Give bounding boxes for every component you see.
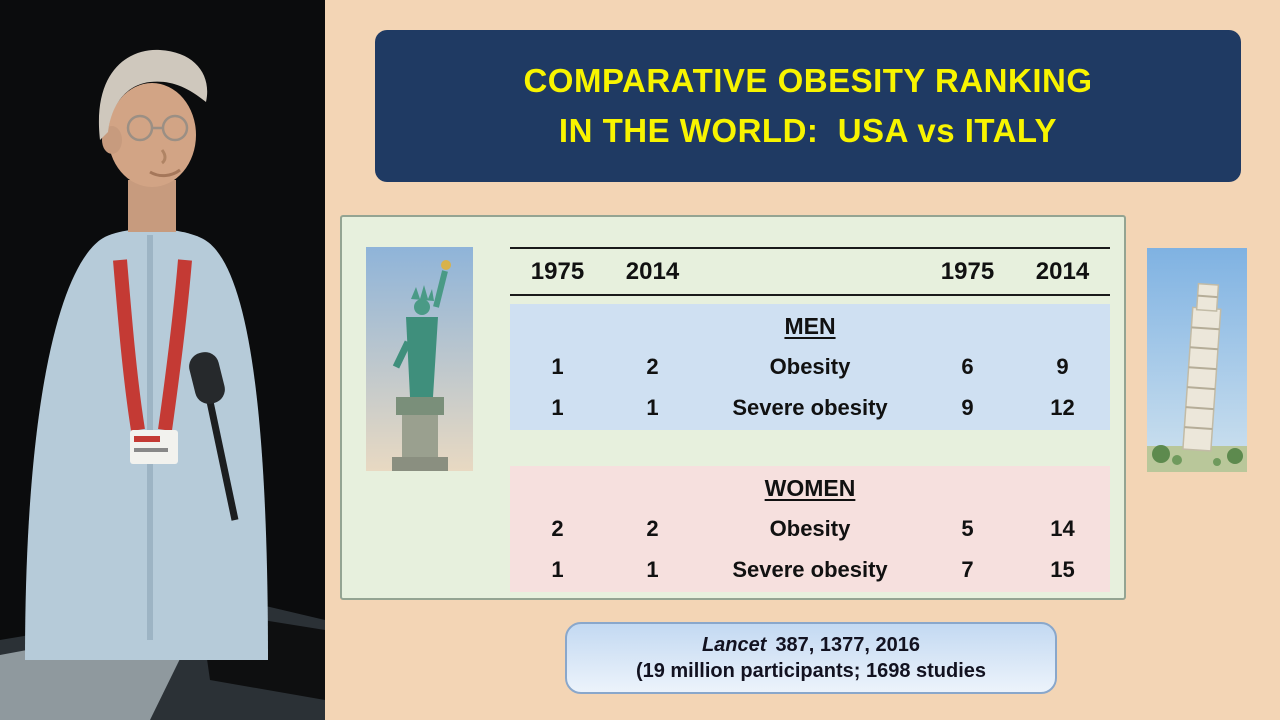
men-obesity-italy-1975: 6	[961, 353, 974, 379]
men-severe-usa-1975: 1	[551, 394, 564, 420]
slide-title-line2: IN THE WORLD: USA vs ITALY	[558, 112, 1058, 149]
men-obesity-usa-2014: 2	[646, 353, 659, 379]
women-section-label: WOMEN	[764, 475, 856, 501]
women-severe-category: Severe obesity	[732, 556, 888, 582]
table-content: 1975 2014 1975 2014 MEN 1 2 Obesity 6 9	[510, 247, 1110, 592]
men-obesity-category: Obesity	[769, 353, 851, 379]
presentation-slide: COMPARATIVE OBESITY RANKING IN THE WORLD…	[325, 0, 1280, 720]
slide-title-box: COMPARATIVE OBESITY RANKING IN THE WORLD…	[375, 30, 1241, 182]
men-severe-italy-2014: 12	[1050, 394, 1075, 420]
women-severe-usa-2014: 1	[646, 556, 659, 582]
women-obesity-category: Obesity	[769, 515, 851, 541]
table-row: 1 2 Obesity 6 9	[510, 346, 1110, 387]
men-severe-category: Severe obesity	[732, 394, 888, 420]
women-severe-italy-1975: 7	[961, 556, 974, 582]
men-obesity-usa-1975: 1	[551, 353, 564, 379]
citation-line1: Lancet 387, 1377, 2016	[702, 632, 920, 658]
women-obesity-italy-1975: 5	[961, 515, 974, 541]
women-severe-italy-2014: 15	[1050, 556, 1075, 582]
men-severe-usa-2014: 1	[646, 394, 659, 420]
table-row: 2 2 Obesity 5 14	[510, 508, 1110, 549]
table-row: 1 1 Severe obesity 9 12	[510, 387, 1110, 428]
speaker-photo	[0, 0, 325, 720]
usa-year-1975: 1975	[530, 257, 585, 285]
statue-of-liberty-image	[366, 247, 473, 471]
women-obesity-usa-1975: 2	[551, 515, 564, 541]
men-section: MEN 1 2 Obesity 6 9 1 1 Severe obesity 9…	[510, 304, 1110, 430]
pisa-tower-image	[1147, 248, 1247, 472]
table-row: 1 1 Severe obesity 7 15	[510, 549, 1110, 590]
women-severe-usa-1975: 1	[551, 556, 564, 582]
ranking-table: 1975 2014 1975 2014 MEN 1 2 Obesity 6 9	[340, 215, 1126, 600]
slide-title-line1: COMPARATIVE OBESITY RANKING	[523, 62, 1093, 99]
women-section: WOMEN 2 2 Obesity 5 14 1 1 Severe obesit…	[510, 466, 1110, 592]
men-obesity-italy-2014: 9	[1056, 353, 1069, 379]
citation-journal: Lancet	[701, 634, 767, 656]
year-header-row: 1975 2014 1975 2014	[510, 247, 1110, 296]
citation-box: Lancet 387, 1377, 2016 (19 million partic…	[565, 622, 1057, 694]
men-severe-italy-1975: 9	[961, 394, 974, 420]
usa-year-2014: 2014	[625, 257, 680, 285]
men-section-label: MEN	[784, 313, 836, 339]
speaker-illustration	[0, 0, 325, 720]
women-obesity-italy-2014: 14	[1050, 515, 1075, 541]
women-obesity-usa-2014: 2	[646, 515, 659, 541]
citation-reference: 387, 1377, 2016	[775, 634, 921, 656]
citation-line2: (19 million participants; 1698 studies	[635, 660, 987, 682]
italy-year-1975: 1975	[940, 257, 995, 285]
italy-year-2014: 2014	[1035, 257, 1090, 285]
